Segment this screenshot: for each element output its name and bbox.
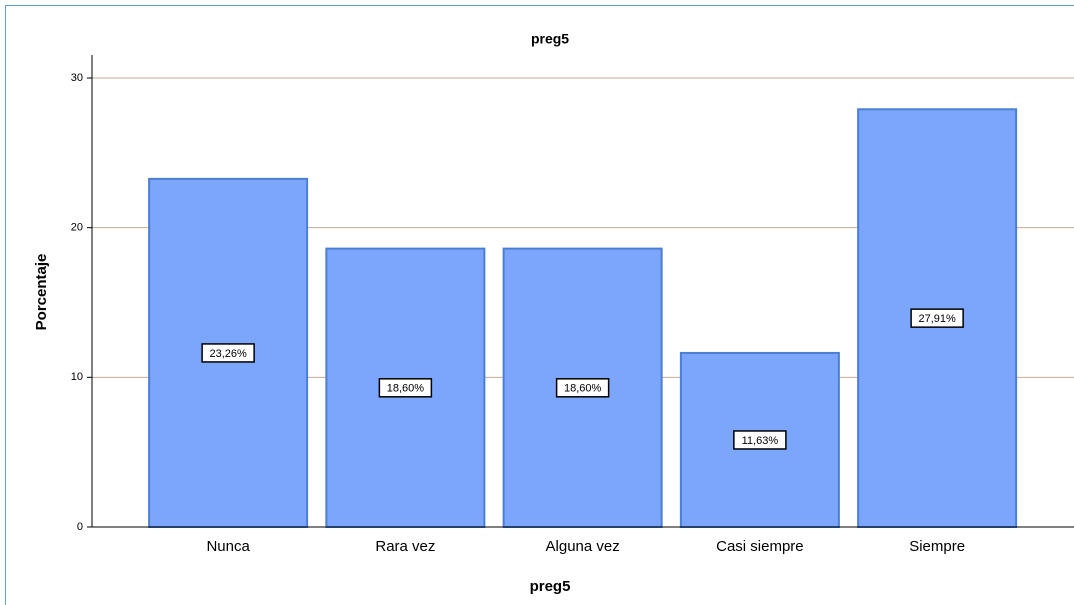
bar xyxy=(679,351,840,528)
value-label: 18,60% xyxy=(564,383,602,395)
value-label-box xyxy=(910,308,964,328)
y-tick-label: 10 xyxy=(71,371,83,383)
x-tick-label: Casi siempre xyxy=(716,538,804,555)
x-tick-label: Rara vez xyxy=(375,538,435,555)
y-tick-label: 20 xyxy=(71,222,83,234)
value-label-box xyxy=(201,343,255,363)
value-label: 23,26% xyxy=(209,348,247,360)
value-label-box xyxy=(378,378,433,398)
x-axis-title: preg5 xyxy=(530,578,571,595)
frame xyxy=(5,5,1074,605)
y-axis-title: Porcentaje xyxy=(33,254,50,331)
y-tick-label: 0 xyxy=(77,521,83,533)
value-label: 11,63% xyxy=(742,435,779,447)
y-tick-label: 30 xyxy=(71,72,83,84)
x-tick-label: Alguna vez xyxy=(546,538,620,555)
value-label: 27,91% xyxy=(918,313,956,325)
x-tick-label: Siempre xyxy=(909,538,965,555)
x-tick-label: Nunca xyxy=(206,538,250,555)
value-label: 18,60% xyxy=(387,383,425,395)
value-label-box xyxy=(555,378,610,398)
chart-title: preg5 xyxy=(531,31,569,47)
value-label-box xyxy=(733,430,787,450)
